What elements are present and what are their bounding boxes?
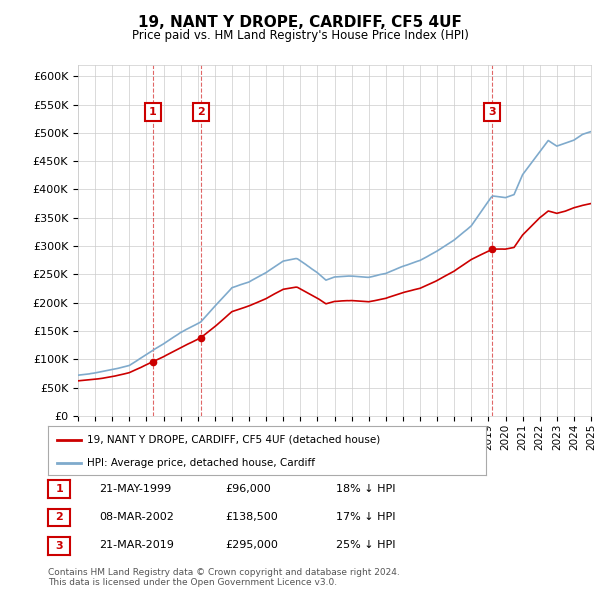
Text: 19, NANT Y DROPE, CARDIFF, CF5 4UF (detached house): 19, NANT Y DROPE, CARDIFF, CF5 4UF (deta…	[88, 435, 380, 445]
Text: 25% ↓ HPI: 25% ↓ HPI	[336, 540, 395, 550]
Text: £295,000: £295,000	[225, 540, 278, 550]
Text: 21-MAY-1999: 21-MAY-1999	[99, 484, 171, 493]
Text: 3: 3	[55, 541, 63, 550]
Text: 18% ↓ HPI: 18% ↓ HPI	[336, 484, 395, 493]
Text: £96,000: £96,000	[225, 484, 271, 493]
Text: HPI: Average price, detached house, Cardiff: HPI: Average price, detached house, Card…	[88, 458, 316, 468]
Text: 08-MAR-2002: 08-MAR-2002	[99, 512, 174, 522]
Text: 1: 1	[149, 107, 157, 117]
Text: 3: 3	[488, 107, 496, 117]
Text: Contains HM Land Registry data © Crown copyright and database right 2024.
This d: Contains HM Land Registry data © Crown c…	[48, 568, 400, 587]
Text: Price paid vs. HM Land Registry's House Price Index (HPI): Price paid vs. HM Land Registry's House …	[131, 30, 469, 42]
Text: 2: 2	[55, 513, 63, 522]
Text: 17% ↓ HPI: 17% ↓ HPI	[336, 512, 395, 522]
Text: 19, NANT Y DROPE, CARDIFF, CF5 4UF: 19, NANT Y DROPE, CARDIFF, CF5 4UF	[138, 15, 462, 30]
Text: 1: 1	[55, 484, 63, 494]
Text: 21-MAR-2019: 21-MAR-2019	[99, 540, 174, 550]
Text: 2: 2	[197, 107, 205, 117]
Text: £138,500: £138,500	[225, 512, 278, 522]
